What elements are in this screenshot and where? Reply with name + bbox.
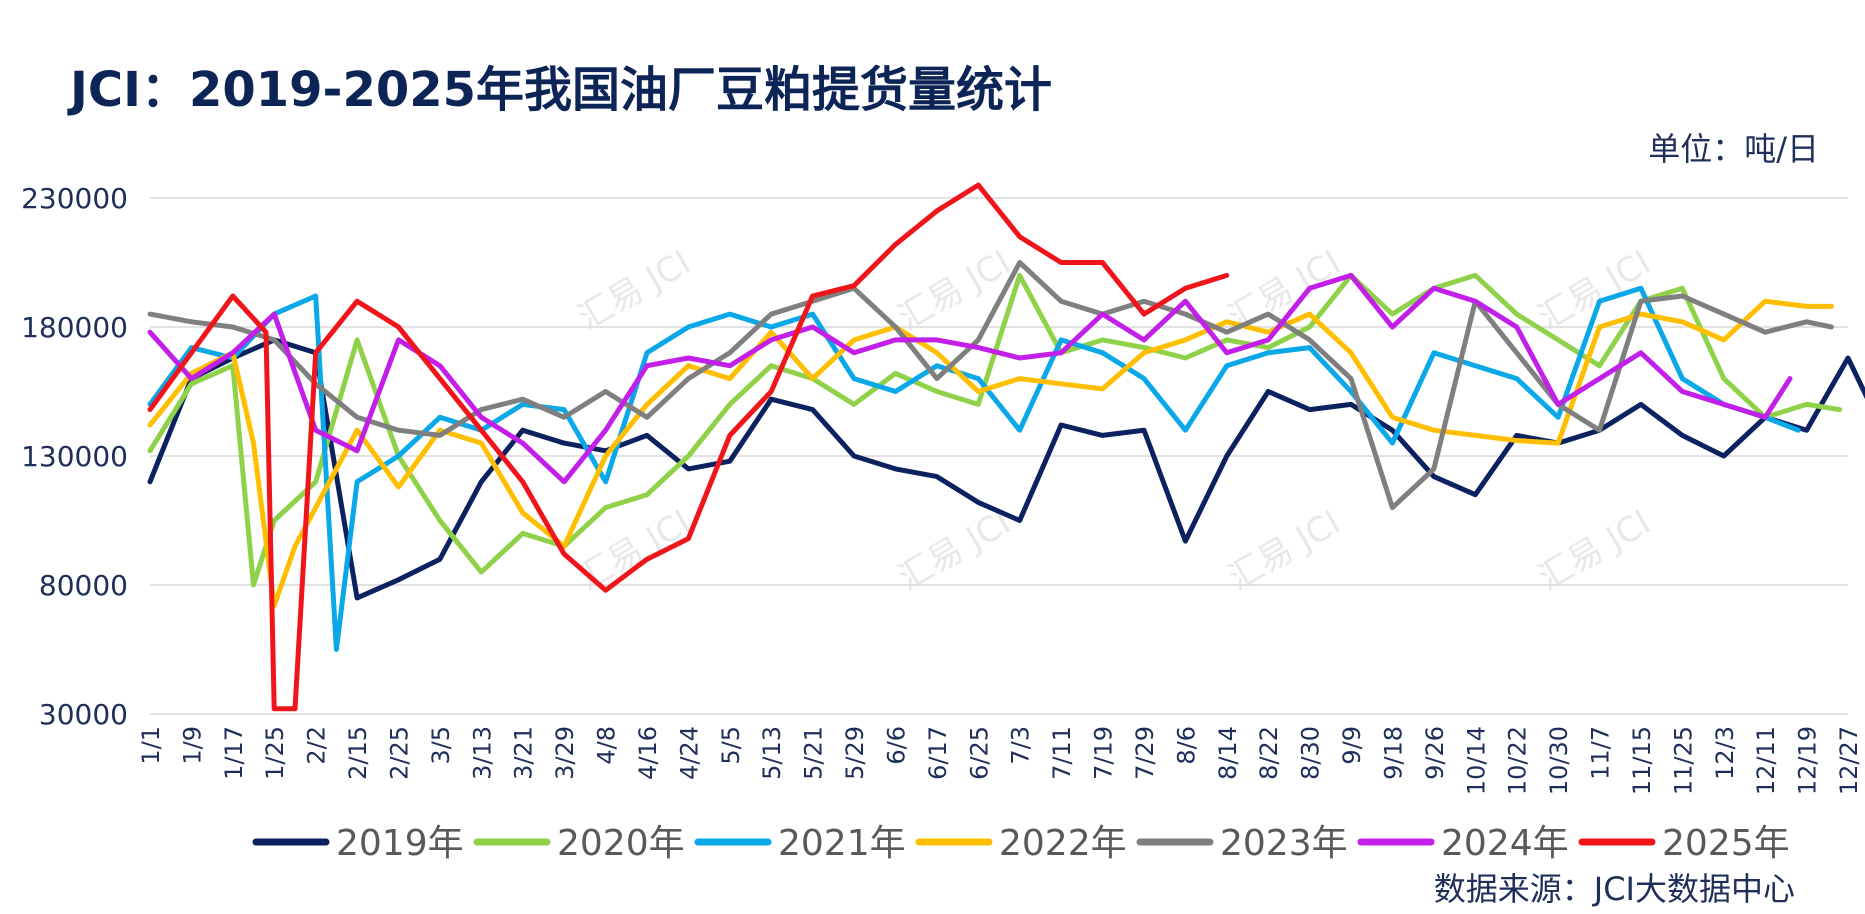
watermark-text: 汇易 JCI bbox=[1531, 503, 1657, 599]
watermark-text: 汇易 JCI bbox=[1221, 503, 1347, 599]
x-tick-label: 9/18 bbox=[1379, 726, 1407, 780]
x-tick-label: 3/5 bbox=[427, 726, 455, 765]
x-tick-label: 12/11 bbox=[1752, 726, 1780, 795]
watermark-text: 汇易 JCI bbox=[571, 243, 697, 339]
x-tick-label: 7/19 bbox=[1090, 726, 1118, 780]
y-tick-label: 180000 bbox=[21, 311, 128, 344]
x-tick-label: 5/13 bbox=[758, 726, 786, 780]
x-tick-label: 12/19 bbox=[1794, 726, 1822, 795]
x-tick-label: 4/24 bbox=[675, 726, 703, 780]
x-tick-label: 10/14 bbox=[1462, 726, 1490, 795]
legend: 2019年 2020年 2021年 2022年 2023年 2024年 2025年 bbox=[252, 823, 1790, 864]
series-line-2019年 bbox=[147, 337, 1865, 601]
x-tick-label: 1/17 bbox=[220, 726, 248, 780]
legend-label: 2021年 bbox=[778, 823, 906, 864]
x-tick-label: 8/6 bbox=[1172, 726, 1200, 765]
legend-label: 2025年 bbox=[1662, 823, 1790, 864]
x-tick-label: 8/14 bbox=[1214, 726, 1242, 780]
x-tick-label: 5/21 bbox=[800, 726, 828, 780]
x-tick-label: 8/30 bbox=[1297, 726, 1325, 780]
watermark-text: 汇易 JCI bbox=[571, 503, 697, 599]
y-tick-label: 80000 bbox=[39, 569, 128, 602]
unit-label: 单位：吨/日 bbox=[1648, 130, 1819, 168]
x-tick-label: 11/7 bbox=[1587, 726, 1615, 780]
x-tick-label: 2/25 bbox=[385, 726, 413, 780]
x-tick-label: 3/13 bbox=[468, 726, 496, 780]
series-line-2024年 bbox=[147, 272, 1793, 485]
x-tick-label: 12/27 bbox=[1835, 726, 1863, 795]
series-lines bbox=[147, 182, 1865, 712]
y-tick-label: 130000 bbox=[21, 440, 128, 473]
x-tick-label: 3/29 bbox=[551, 726, 579, 780]
y-tick-label: 230000 bbox=[21, 182, 128, 215]
chart-title: JCI：2019-2025年我国油厂豆粕提货量统计 bbox=[70, 62, 1053, 118]
x-tick-label: 5/5 bbox=[717, 726, 745, 765]
legend-label: 2022年 bbox=[999, 823, 1127, 864]
x-tick-label: 1/9 bbox=[178, 726, 206, 765]
x-tick-label: 10/22 bbox=[1504, 726, 1532, 795]
gridlines bbox=[150, 197, 1848, 715]
x-axis: 1/1 1/9 1/17 1/25 2/2 2/15 2/25 3/5 3/13 3/21 3/29… bbox=[137, 726, 1863, 795]
x-tick-label: 11/15 bbox=[1628, 726, 1656, 795]
x-tick-label: 11/25 bbox=[1669, 726, 1697, 795]
x-tick-label: 7/11 bbox=[1048, 726, 1076, 780]
watermark-text: 汇易 JCI bbox=[891, 243, 1017, 339]
x-tick-label: 6/17 bbox=[924, 726, 952, 780]
legend-label: 2019年 bbox=[336, 823, 464, 864]
x-tick-label: 2/2 bbox=[303, 726, 331, 765]
watermark-text: 汇易 JCI bbox=[891, 503, 1017, 599]
x-tick-label: 2/15 bbox=[344, 726, 372, 780]
x-tick-label: 8/22 bbox=[1255, 726, 1283, 780]
x-tick-label: 7/29 bbox=[1131, 726, 1159, 780]
x-tick-label: 1/1 bbox=[137, 726, 165, 765]
y-tick-label: 30000 bbox=[39, 698, 128, 731]
x-tick-label: 6/25 bbox=[965, 726, 993, 780]
x-tick-label: 4/8 bbox=[593, 726, 621, 765]
x-tick-label: 6/6 bbox=[882, 726, 910, 765]
x-tick-label: 3/21 bbox=[510, 726, 538, 780]
x-tick-label: 9/26 bbox=[1421, 726, 1449, 780]
legend-label: 2024年 bbox=[1441, 823, 1569, 864]
x-tick-label: 9/9 bbox=[1338, 726, 1366, 765]
x-tick-label: 10/30 bbox=[1545, 726, 1573, 795]
legend-label: 2020年 bbox=[557, 823, 685, 864]
series-line-2025年 bbox=[147, 182, 1230, 712]
x-tick-label: 7/3 bbox=[1007, 726, 1035, 765]
x-tick-label: 5/29 bbox=[841, 726, 869, 780]
legend-label: 2023年 bbox=[1220, 823, 1348, 864]
x-tick-label: 4/16 bbox=[634, 726, 662, 780]
y-axis: 230000 180000 130000 80000 30000 bbox=[21, 182, 128, 731]
x-tick-label: 1/25 bbox=[261, 726, 289, 780]
data-source: 数据来源：JCI大数据中心 bbox=[1433, 870, 1795, 908]
x-tick-label: 12/3 bbox=[1711, 726, 1739, 780]
series-line-2022年 bbox=[147, 298, 1834, 609]
series-line-2023年 bbox=[147, 260, 1834, 511]
